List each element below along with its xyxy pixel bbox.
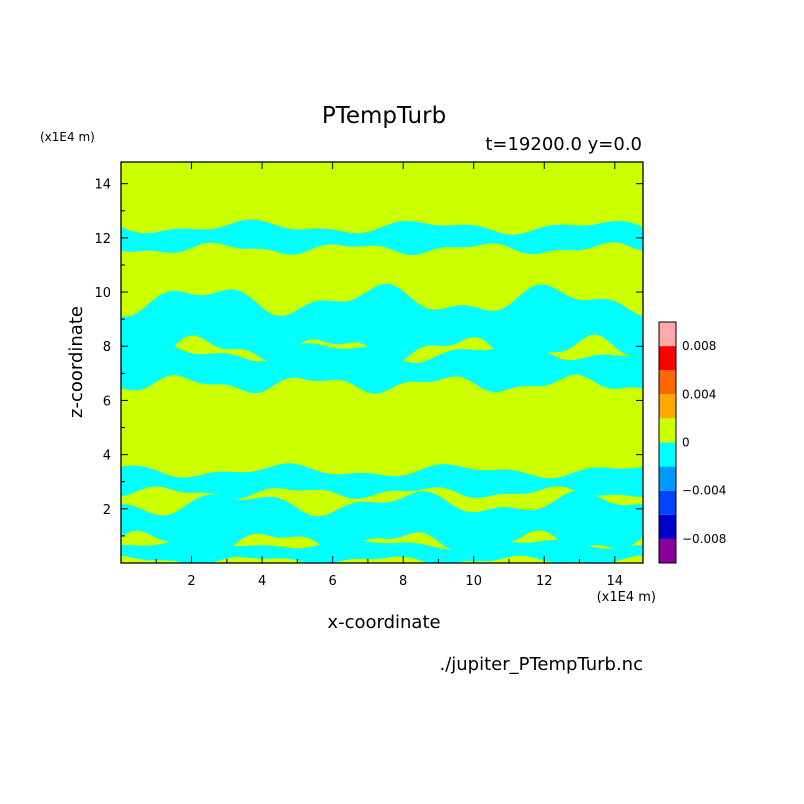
y-tick-label: 8 <box>103 340 111 355</box>
y-tick-label: 14 <box>94 178 111 193</box>
y-tick-label: 12 <box>94 232 111 247</box>
colorbar-label: −0.004 <box>682 484 726 498</box>
x-units-label: (x1E4 m) <box>597 590 656 605</box>
x-tick-label: 10 <box>465 574 482 589</box>
colorbar-swatch <box>659 346 676 371</box>
chart-title: PTempTurb <box>322 103 446 129</box>
colorbar-label: 0 <box>682 436 690 450</box>
x-tick-label: 8 <box>399 574 407 589</box>
colorbar-label: 0.008 <box>682 339 716 353</box>
anomaly-band <box>121 463 643 499</box>
colorbar-swatch <box>659 466 676 491</box>
x-tick-label: 14 <box>607 574 624 589</box>
x-axis-label: x-coordinate <box>327 612 440 633</box>
colorbar-swatch <box>659 538 676 563</box>
colorbar-label: −0.008 <box>682 532 726 546</box>
y-tick-label: 2 <box>103 503 111 518</box>
colorbar-swatch <box>659 394 676 419</box>
y-tick-label: 10 <box>94 286 111 301</box>
colorbar-frame <box>658 321 677 564</box>
x-tick-label: 2 <box>187 574 195 589</box>
chart-subtitle: t=19200.0 y=0.0 <box>485 134 642 155</box>
y-axis: 2 4 6 8 10 12 14 <box>94 178 643 537</box>
anomaly-band <box>121 340 643 394</box>
colorbar-swatch <box>659 490 676 515</box>
plot-frame <box>120 161 644 564</box>
colorbar-swatch <box>659 514 676 539</box>
source-file-label: ./jupiter_PTempTurb.nc <box>439 654 643 675</box>
x-tick-label: 12 <box>536 574 553 589</box>
anomaly-band <box>121 538 643 563</box>
anomaly-band <box>121 490 643 553</box>
colorbar-swatch <box>659 370 676 395</box>
colorbar: 0.008 0.004 0 −0.004 −0.008 <box>658 321 726 564</box>
y-tick-label: 6 <box>103 394 111 409</box>
x-tick-label: 4 <box>258 574 266 589</box>
y-axis-label: z-coordinate <box>66 306 87 418</box>
x-tick-label: 6 <box>328 574 336 589</box>
colorbar-swatch <box>659 418 676 443</box>
colorbar-swatch <box>659 442 676 467</box>
y-units-label: (x1E4 m) <box>40 130 95 144</box>
x-axis: 2 4 6 8 10 12 14 <box>155 162 624 589</box>
anomaly-band <box>121 219 643 256</box>
anomaly-bands <box>121 219 643 563</box>
colorbar-label: 0.004 <box>682 387 716 401</box>
contour-field <box>121 162 643 563</box>
colorbar-swatch <box>659 322 676 347</box>
y-tick-label: 4 <box>103 449 111 464</box>
